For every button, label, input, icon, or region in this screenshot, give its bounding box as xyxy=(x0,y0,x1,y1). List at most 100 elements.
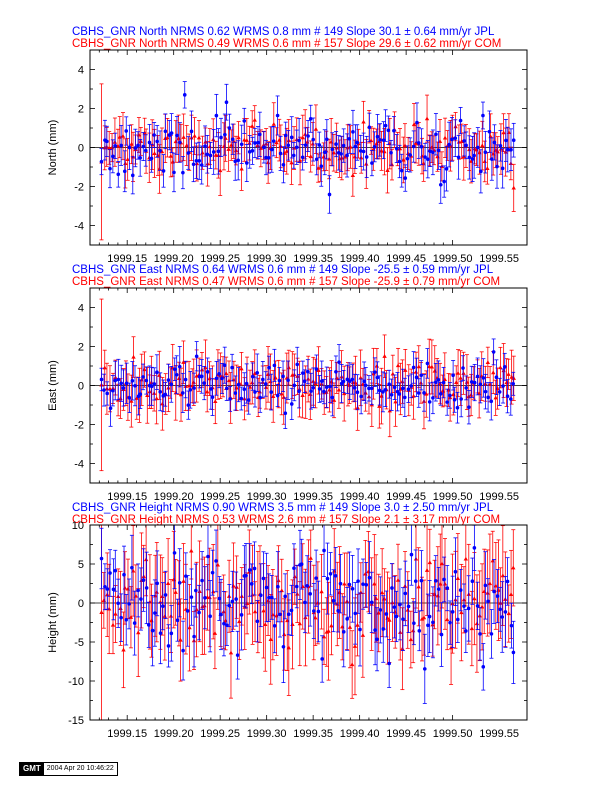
data-point xyxy=(252,609,258,614)
data-point xyxy=(233,148,239,153)
data-point xyxy=(236,382,241,387)
data-point xyxy=(491,370,496,375)
data-point xyxy=(236,135,241,140)
data-point xyxy=(314,157,319,162)
data-point xyxy=(362,379,366,384)
data-point xyxy=(434,132,438,137)
data-point xyxy=(379,148,384,153)
data-point xyxy=(172,170,176,175)
data-point xyxy=(277,378,282,383)
data-point xyxy=(317,387,322,391)
data-point xyxy=(214,113,219,118)
data-point xyxy=(103,584,107,589)
data-point xyxy=(99,159,104,164)
y-tick-label: 5 xyxy=(78,559,84,571)
data-point xyxy=(242,119,247,123)
data-point xyxy=(334,369,338,374)
data-point xyxy=(272,363,277,368)
data-point xyxy=(276,578,281,583)
data-point xyxy=(149,384,154,389)
data-point xyxy=(381,390,385,394)
data-point xyxy=(285,618,290,623)
data-point xyxy=(413,579,418,583)
data-point xyxy=(400,646,405,651)
data-point xyxy=(352,644,358,648)
data-point xyxy=(451,373,455,378)
data-point xyxy=(163,392,168,397)
data-point xyxy=(281,644,286,649)
data-point xyxy=(321,154,326,159)
chart-title-line: CBHS_GNR North NRMS 0.49 WRMS 0.6 mm # 1… xyxy=(72,38,501,50)
data-point xyxy=(436,148,441,153)
data-point xyxy=(119,381,124,386)
data-point xyxy=(207,595,212,600)
data-point xyxy=(434,380,438,385)
chart-title-line: CBHS_GNR Height NRMS 0.90 WRMS 3.5 mm # … xyxy=(72,502,494,514)
data-point xyxy=(169,382,174,387)
data-point xyxy=(319,164,324,168)
data-point xyxy=(292,574,297,579)
data-point xyxy=(130,378,135,383)
data-point xyxy=(438,391,443,396)
data-point xyxy=(303,615,308,620)
data-point xyxy=(152,133,156,137)
data-point xyxy=(355,622,360,627)
data-point xyxy=(384,612,389,616)
data-point xyxy=(375,134,380,139)
data-point xyxy=(256,140,260,145)
data-point xyxy=(410,628,416,633)
data-point xyxy=(416,391,421,395)
data-point xyxy=(369,386,374,391)
data-point xyxy=(237,619,242,624)
data-point xyxy=(295,591,300,596)
data-point xyxy=(166,378,171,382)
data-point xyxy=(334,145,339,150)
data-point xyxy=(330,395,335,400)
data-point xyxy=(489,399,494,404)
data-point xyxy=(361,119,366,124)
data-point xyxy=(509,623,514,628)
data-point xyxy=(286,143,291,148)
data-point xyxy=(379,590,385,595)
data-point xyxy=(176,376,182,380)
x-tick-label: 1999.55 xyxy=(479,253,519,265)
data-point xyxy=(454,380,459,385)
data-point xyxy=(209,387,213,391)
data-point xyxy=(347,582,352,587)
data-point xyxy=(509,374,514,379)
data-point xyxy=(345,377,350,382)
data-point xyxy=(421,615,427,620)
data-point xyxy=(161,169,166,173)
data-point xyxy=(511,565,516,570)
data-point xyxy=(250,149,255,153)
data-point xyxy=(419,153,425,158)
data-point xyxy=(105,391,109,396)
data-point xyxy=(274,140,279,145)
data-point xyxy=(223,136,228,140)
data-point xyxy=(122,585,128,590)
data-point xyxy=(163,129,168,134)
data-point xyxy=(266,156,271,160)
chart-title-line: CBHS_GNR North NRMS 0.62 WRMS 0.8 mm # 1… xyxy=(72,26,495,38)
data-point xyxy=(113,144,118,148)
data-point xyxy=(196,135,202,140)
data-point xyxy=(276,381,281,386)
data-point xyxy=(353,144,358,149)
data-point xyxy=(472,380,477,385)
data-point xyxy=(177,364,182,369)
data-point xyxy=(419,616,425,621)
data-point xyxy=(381,627,386,631)
data-point xyxy=(175,133,179,138)
data-point xyxy=(431,620,435,625)
data-point xyxy=(267,365,271,370)
data-point xyxy=(194,588,198,593)
y-tick-label: 2 xyxy=(78,104,84,116)
data-point xyxy=(188,388,193,392)
y-tick-label: 0 xyxy=(78,143,84,155)
data-point xyxy=(383,388,388,392)
data-point xyxy=(133,146,138,150)
data-point xyxy=(302,379,307,384)
data-point xyxy=(339,152,343,156)
data-point xyxy=(178,392,184,397)
data-point xyxy=(194,161,200,166)
